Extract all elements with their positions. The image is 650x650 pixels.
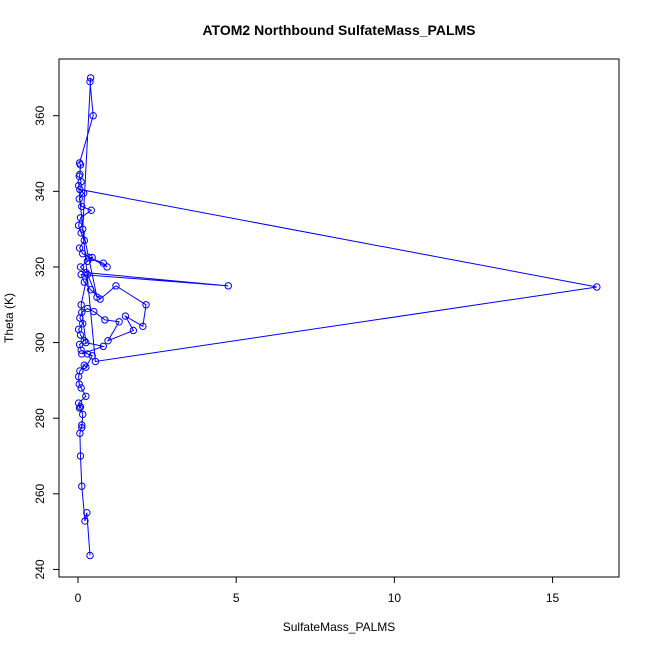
data-point	[77, 384, 85, 392]
data-point	[112, 282, 120, 290]
data-point	[80, 236, 89, 245]
x-axis-label: SulfateMass_PALMS	[283, 620, 396, 634]
y-tick-label: 300	[33, 332, 47, 352]
data-point	[593, 283, 601, 291]
data-point	[121, 312, 130, 320]
data-point	[88, 352, 96, 360]
data-point	[93, 293, 101, 301]
data-point	[99, 259, 107, 267]
data-point	[74, 372, 83, 381]
y-axis-label: Theta (K)	[2, 293, 16, 343]
data-point	[76, 214, 85, 222]
series-points	[74, 74, 601, 560]
data-point	[80, 336, 89, 345]
data-point	[74, 399, 83, 407]
y-tick-label: 240	[33, 559, 47, 579]
data-point	[79, 410, 87, 419]
data-point	[86, 551, 94, 560]
data-point	[86, 77, 94, 86]
data-point	[83, 270, 92, 279]
data-point	[129, 326, 138, 335]
data-point	[86, 74, 95, 82]
x-tick-label: 15	[546, 591, 560, 605]
data-point	[74, 325, 83, 334]
data-point	[83, 304, 92, 313]
data-point	[91, 357, 100, 366]
data-point	[85, 253, 93, 262]
data-point	[81, 517, 89, 525]
data-point	[77, 301, 85, 309]
data-point	[104, 336, 112, 345]
data-point	[79, 189, 88, 197]
data-point	[90, 307, 98, 316]
data-point	[86, 285, 95, 294]
data-point	[103, 263, 111, 271]
data-point	[76, 403, 85, 411]
y-tick-label: 360	[33, 105, 47, 125]
y-axis: 240 260 280 300 320 340 360	[33, 105, 60, 579]
data-point	[99, 342, 107, 351]
data-point	[101, 316, 109, 324]
data-point	[87, 206, 95, 214]
data-point	[74, 221, 83, 230]
data-point	[224, 282, 232, 290]
data-point	[83, 509, 91, 517]
data-point	[82, 392, 90, 400]
data-point	[78, 421, 86, 429]
data-point	[80, 361, 89, 369]
data-point	[78, 202, 86, 211]
x-tick-label: 5	[233, 591, 240, 605]
data-point	[142, 301, 150, 309]
y-tick-label: 320	[33, 257, 47, 277]
data-point	[75, 195, 83, 203]
data-point	[78, 308, 86, 317]
data-point	[76, 170, 84, 179]
data-point	[83, 257, 92, 265]
data-point	[75, 404, 84, 412]
data-point	[75, 380, 83, 388]
data-point	[78, 350, 86, 358]
data-point	[139, 322, 147, 331]
data-point	[88, 253, 96, 262]
x-tick-label: 10	[388, 591, 402, 605]
data-point	[82, 363, 90, 371]
data-point	[74, 181, 83, 190]
data-point	[75, 244, 84, 252]
data-point	[78, 423, 86, 432]
data-point	[83, 350, 92, 358]
data-point	[77, 229, 85, 237]
y-tick-label: 340	[33, 181, 47, 201]
data-point	[76, 263, 85, 271]
data-point	[80, 278, 89, 286]
data-point	[79, 250, 87, 258]
data-point	[76, 185, 84, 194]
data-point	[78, 482, 86, 490]
y-tick-label: 260	[33, 483, 47, 503]
data-point	[89, 112, 97, 120]
data-point	[115, 318, 123, 326]
data-point	[79, 319, 87, 328]
data-point	[79, 225, 87, 233]
x-tick-label: 0	[75, 591, 82, 605]
data-point	[76, 452, 85, 460]
data-point	[76, 367, 84, 375]
data-point	[75, 159, 84, 167]
data-point	[82, 338, 90, 347]
chart-title: ATOM2 Northbound SulfateMass_PALMS	[202, 22, 475, 38]
y-tick-label: 280	[33, 408, 47, 428]
x-axis: 0 5 10 15	[75, 576, 560, 605]
data-point	[82, 268, 90, 277]
